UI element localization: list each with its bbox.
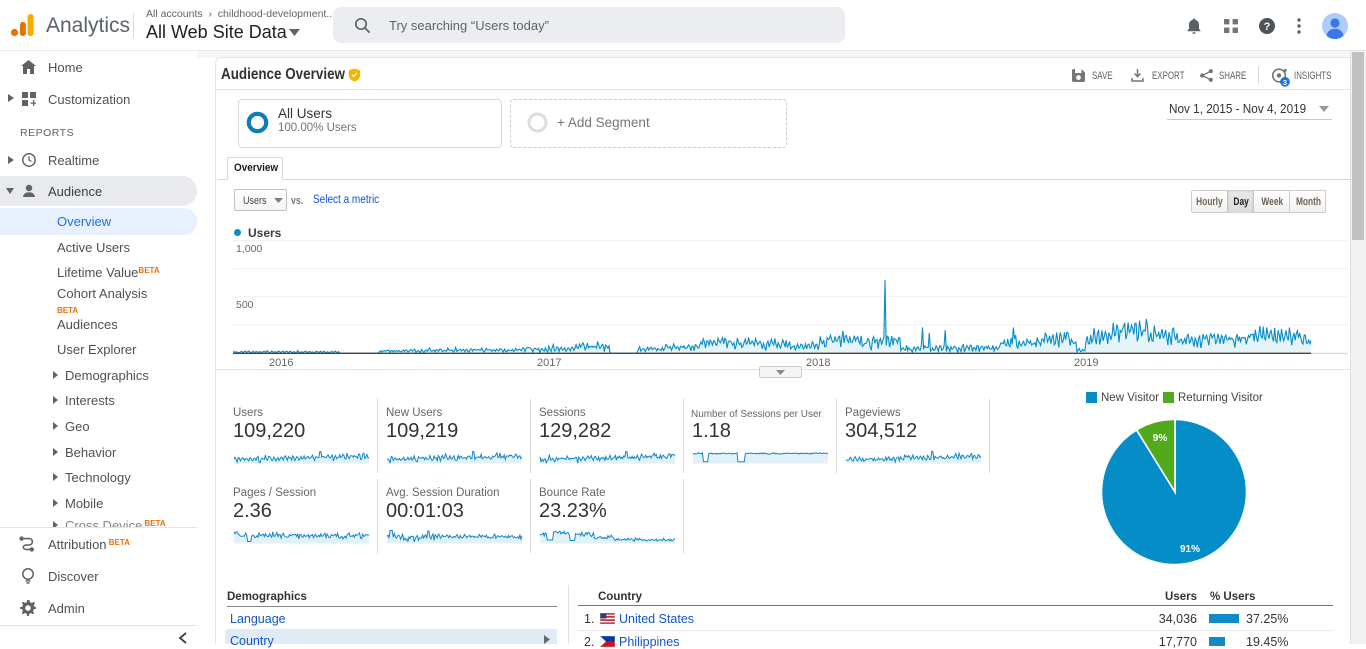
svg-text:2018: 2018 bbox=[806, 357, 830, 369]
svg-text:3: 3 bbox=[1283, 78, 1287, 87]
svg-text:2019: 2019 bbox=[1074, 357, 1098, 369]
svg-text:91%: 91% bbox=[1180, 544, 1200, 555]
svg-text:2016: 2016 bbox=[269, 357, 293, 369]
svg-text:2017: 2017 bbox=[537, 357, 561, 369]
svg-text:9%: 9% bbox=[1153, 433, 1168, 444]
svg-text:?: ? bbox=[1264, 21, 1271, 33]
